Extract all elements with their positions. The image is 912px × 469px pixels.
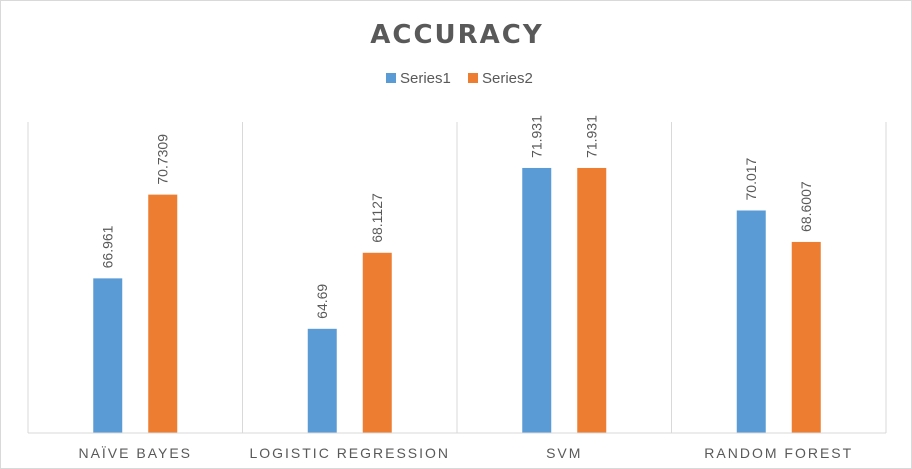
legend: Series1 Series2 [386, 70, 533, 87]
legend-label-series2: Series2 [482, 70, 533, 87]
category-label: RANDOM FOREST [704, 445, 853, 461]
bar-series2-3 [577, 167, 607, 433]
bar-series1-1 [93, 278, 123, 433]
bar-series1-4 [736, 210, 766, 433]
data-label-series1-1: 66.961 [100, 225, 116, 268]
bar-series2-4 [791, 241, 821, 433]
bar-series1-2 [307, 328, 337, 433]
category-label: LOGISTIC REGRESSION [249, 445, 450, 461]
data-labels: 66.961 64.69 71.931 70.017 70.7309 68.1127 71.… [100, 115, 815, 319]
legend-swatch-series1 [386, 73, 396, 83]
data-label-series1-4: 70.017 [743, 157, 759, 200]
data-label-series2-2: 68.1127 [369, 193, 385, 243]
category-separators [27, 122, 887, 433]
bar-series1-3 [522, 167, 552, 433]
category-label: NAÏVE BAYES [78, 445, 192, 461]
data-label-series1-3: 71.931 [529, 115, 545, 158]
legend-label-series1: Series1 [400, 70, 451, 87]
chart-title: ACCURACY [370, 20, 543, 50]
category-label: SVM [546, 445, 582, 461]
data-label-series2-3: 71.931 [584, 115, 600, 158]
data-label-series1-2: 64.69 [314, 284, 330, 319]
data-label-series2-1: 70.7309 [155, 134, 171, 185]
bars [93, 167, 821, 433]
bar-series2-1 [148, 194, 178, 433]
data-label-series2-4: 68.6007 [798, 181, 814, 232]
category-labels: NAÏVE BAYES LOGISTIC REGRESSION SVM RANDOM … [78, 445, 853, 461]
bar-series2-2 [362, 252, 392, 433]
legend-swatch-series2 [468, 73, 478, 83]
